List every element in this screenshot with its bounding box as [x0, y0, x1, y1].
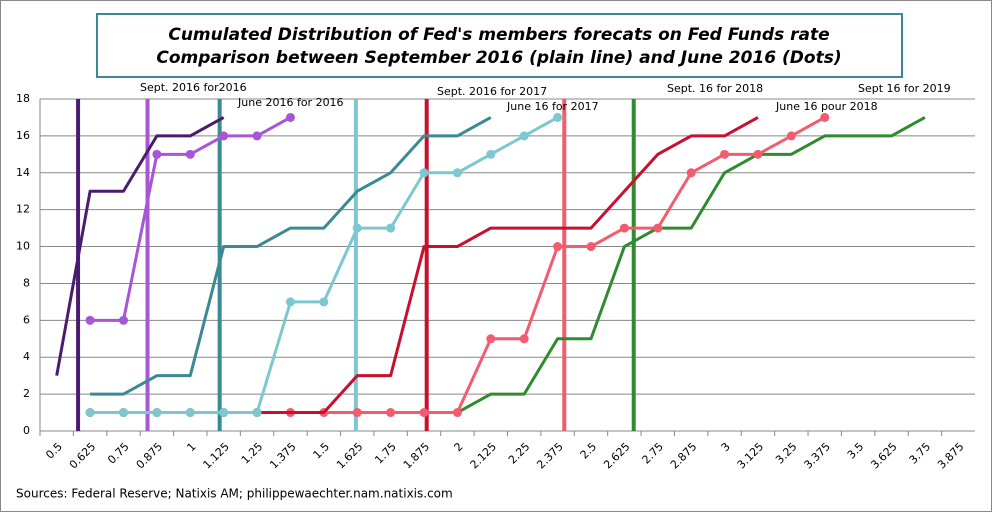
series-dot: [352, 223, 362, 233]
series-dot: [252, 408, 262, 418]
y-tick-label: 16: [16, 129, 30, 142]
series-label: Sept 16 for 2019: [858, 82, 951, 95]
series-dot: [519, 334, 529, 344]
series-dot: [419, 408, 429, 418]
y-tick-label: 14: [16, 166, 30, 179]
series-dot: [85, 315, 95, 325]
y-tick-label: 8: [23, 276, 30, 289]
series-label: Sept. 16 for 2018: [667, 82, 763, 95]
series-line: [55, 116, 225, 376]
series-dot: [486, 334, 496, 344]
series-dot: [553, 112, 563, 122]
series-dot: [553, 242, 563, 252]
series-dot: [185, 149, 195, 159]
series-dot: [753, 149, 763, 159]
series-dot: [653, 223, 663, 233]
y-tick-label: 18: [16, 92, 30, 105]
series-dot: [720, 149, 730, 159]
series-dot: [85, 408, 95, 418]
series-dot: [118, 315, 128, 325]
series-dot: [118, 408, 128, 418]
series-dot: [452, 168, 462, 178]
series-dot: [820, 112, 830, 122]
series-label: June 16 pour 2018: [775, 100, 878, 113]
y-tick-label: 6: [23, 313, 30, 326]
series-dot: [686, 168, 696, 178]
series-dot: [386, 223, 396, 233]
series-label: June 16 for 2017: [506, 100, 599, 113]
series-label: June 2016 for 2016: [237, 96, 344, 109]
series-dot: [452, 408, 462, 418]
series-label: Sept. 2016 for2016: [140, 81, 247, 94]
series-dot: [786, 131, 796, 141]
series-dot: [386, 408, 396, 418]
series-line: [90, 116, 492, 396]
series-dot: [586, 242, 596, 252]
y-tick-label: 2: [23, 387, 30, 400]
source: Sources: Federal Reserve; Natixis AM; ph…: [16, 487, 453, 501]
series-dot: [419, 168, 429, 178]
title-box: [96, 13, 903, 78]
series-label: Sept. 2016 for 2017: [437, 85, 547, 98]
y-tick-label: 12: [16, 203, 30, 216]
series-dot: [152, 408, 162, 418]
series-dot: [185, 408, 195, 418]
series-dot: [219, 408, 229, 418]
series-dot: [219, 131, 229, 141]
series-dot: [285, 112, 295, 122]
chart-subtitle: Comparison between September 2016 (plain…: [156, 48, 841, 68]
series-dot: [519, 131, 529, 141]
series-dot: [152, 149, 162, 159]
y-tick-label: 10: [16, 240, 30, 253]
series-dot: [285, 297, 295, 307]
series-dot: [352, 408, 362, 418]
y-tick-label: 4: [23, 350, 30, 363]
series-dot: [619, 223, 629, 233]
series-dot: [319, 297, 329, 307]
chart-title: Cumulated Distribution of Fed's members …: [168, 25, 829, 45]
series-dot: [252, 131, 262, 141]
y-tick-label: 0: [23, 424, 30, 437]
series-dot: [486, 149, 496, 159]
